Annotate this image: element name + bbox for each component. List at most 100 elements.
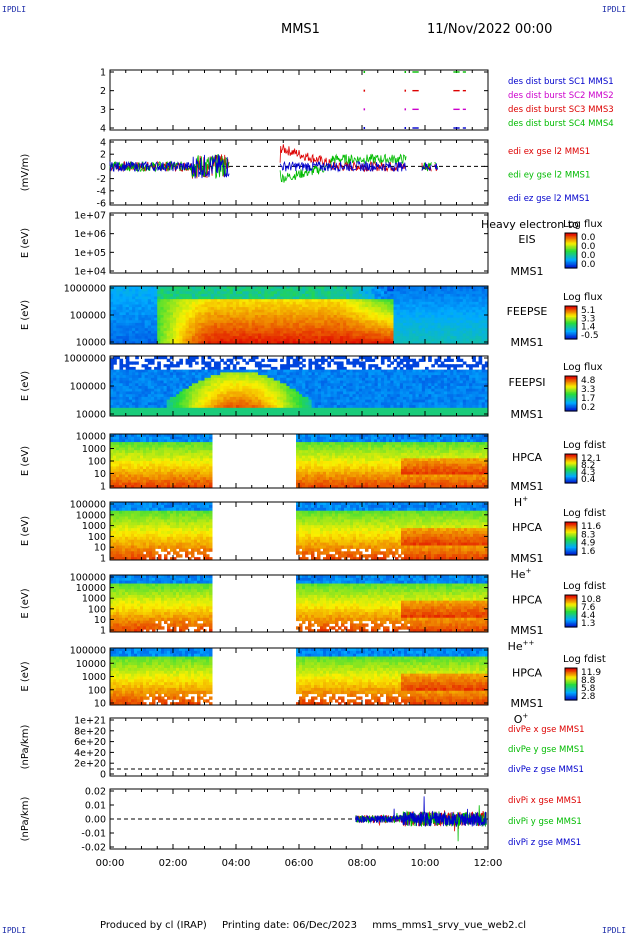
burst-dot — [404, 71, 407, 73]
colorbar-cell — [565, 246, 577, 249]
y-tick-label: 2e+20 — [74, 759, 106, 770]
y-tick-label: 10 — [94, 615, 106, 626]
legend-entry: divPi z gse MMS1 — [508, 838, 581, 848]
colorbar-cell — [565, 604, 577, 607]
colorbar-cell — [565, 609, 577, 612]
spacecraft-label: MMS1 — [511, 624, 544, 637]
colorbar-cell — [565, 696, 577, 698]
colorbar-cell — [565, 403, 577, 406]
colorbar-tick-label: 0.4 — [581, 475, 596, 485]
colorbar-cell — [565, 617, 577, 620]
colorbar-cell — [565, 393, 577, 396]
y-tick-label: 10000 — [76, 583, 106, 594]
colorbar-cell — [565, 322, 577, 325]
colorbar-cell — [565, 408, 577, 411]
legend-entry: edi ex gse l2 MMS1 — [508, 147, 590, 157]
colorbar-cell — [565, 381, 577, 384]
heatmap-feepsi — [110, 356, 489, 417]
colorbar-cell — [565, 317, 577, 319]
legend-entry: des dist burst SC1 MMS1 — [508, 77, 614, 87]
colorbar-cell — [565, 467, 577, 470]
instrument-label: HPCA — [512, 594, 543, 607]
colorbar-cell — [565, 469, 577, 472]
colorbar-cell — [565, 480, 577, 483]
colorbar-cell — [565, 405, 577, 408]
colorbar-cell — [565, 461, 577, 464]
spacecraft-label: MMS1 — [511, 697, 544, 710]
colorbar-cell — [565, 306, 577, 308]
colorbar-cell — [565, 386, 577, 389]
colorbar-cell — [565, 682, 577, 685]
colorbar-tick-label: 0.0 — [581, 251, 596, 261]
y-tick-label: 1000 — [82, 521, 106, 532]
y-axis-label: E (eV) — [20, 588, 31, 618]
y-tick-label: 100 — [88, 604, 106, 615]
colorbar-cell — [565, 383, 577, 386]
corner-label-bottom-left: IPDLI — [2, 926, 27, 934]
y-axis-label: E (eV) — [20, 661, 31, 691]
colorbar-cell — [565, 605, 577, 608]
y-tick-label: 100000 — [70, 382, 106, 393]
series-line — [355, 796, 487, 827]
y-tick-label: 1000 — [82, 444, 106, 455]
legend-entry: divPe x gse MMS1 — [508, 725, 585, 735]
colorbar-cell — [565, 613, 577, 616]
mission-title: MMS1 — [281, 22, 320, 37]
x-tick-label: 06:00 — [285, 858, 314, 869]
colorbar-cell — [565, 400, 577, 403]
y-tick-label: 0 — [100, 770, 106, 781]
y-tick-label: 1000 — [82, 594, 106, 605]
colorbar-cell — [565, 612, 577, 615]
colorbar-cell — [565, 672, 577, 674]
colorbar-cell — [565, 319, 577, 322]
y-tick-label: 10 — [94, 469, 106, 480]
burst-dot — [404, 127, 407, 129]
colorbar-tick-label: 8.8 — [581, 676, 596, 686]
species-label: H+ — [514, 495, 528, 509]
colorbar-cell — [565, 389, 577, 392]
colorbar-cell — [565, 608, 577, 611]
instrument-label: HPCA — [512, 667, 543, 680]
colorbar-cell — [565, 522, 577, 524]
overlay-label: Heavy electron to — [481, 218, 579, 231]
colorbar-cell — [565, 694, 577, 697]
colorbar-cell — [565, 690, 577, 693]
y-tick-label: 0.00 — [85, 815, 106, 826]
colorbar-cell — [565, 457, 577, 460]
colorbar-tick-label: 4.4 — [581, 611, 596, 621]
colorbar-cell — [565, 308, 577, 311]
y-tick-label: 1000000 — [64, 284, 106, 295]
colorbar-cell — [565, 600, 577, 603]
species-label: He++ — [508, 639, 535, 653]
colorbar-cell — [565, 549, 577, 552]
spacecraft-label: MMS1 — [511, 480, 544, 493]
colorbar-cell — [565, 253, 577, 256]
spacecraft-label: MMS1 — [511, 552, 544, 565]
y-tick-label: 100000 — [70, 573, 106, 584]
colorbar-cell — [565, 619, 577, 621]
spacecraft-label: MMS1 — [511, 336, 544, 349]
colorbar-cell — [565, 620, 577, 623]
colorbar-cell — [565, 256, 577, 259]
colorbar-cell — [565, 476, 577, 479]
colorbar-cell — [565, 332, 577, 335]
colorbar-cell — [565, 673, 577, 676]
colorbar-cell — [565, 538, 577, 541]
y-tick-label: 1000 — [82, 672, 106, 683]
colorbar-cell — [565, 399, 577, 402]
colorbar-cell — [565, 260, 577, 263]
panel-frame-0 — [109, 69, 489, 131]
colorbar-cell — [565, 394, 577, 398]
colorbar-tick-label: 5.8 — [581, 684, 596, 694]
colorbar-tick-label: 4.3 — [581, 468, 595, 478]
spacecraft-label: MMS1 — [511, 408, 544, 421]
colorbar-cell — [565, 240, 577, 243]
y-tick-label: 4e+20 — [74, 748, 106, 759]
colorbar-cell — [565, 550, 577, 553]
colorbar-tick-label: 2.8 — [581, 692, 596, 702]
colorbar-title: Log fdist — [563, 440, 606, 451]
instrument-label: HPCA — [512, 521, 543, 534]
colorbar-cell — [565, 458, 577, 461]
colorbar-cell — [565, 689, 577, 692]
x-tick-label: 12:00 — [474, 858, 503, 869]
